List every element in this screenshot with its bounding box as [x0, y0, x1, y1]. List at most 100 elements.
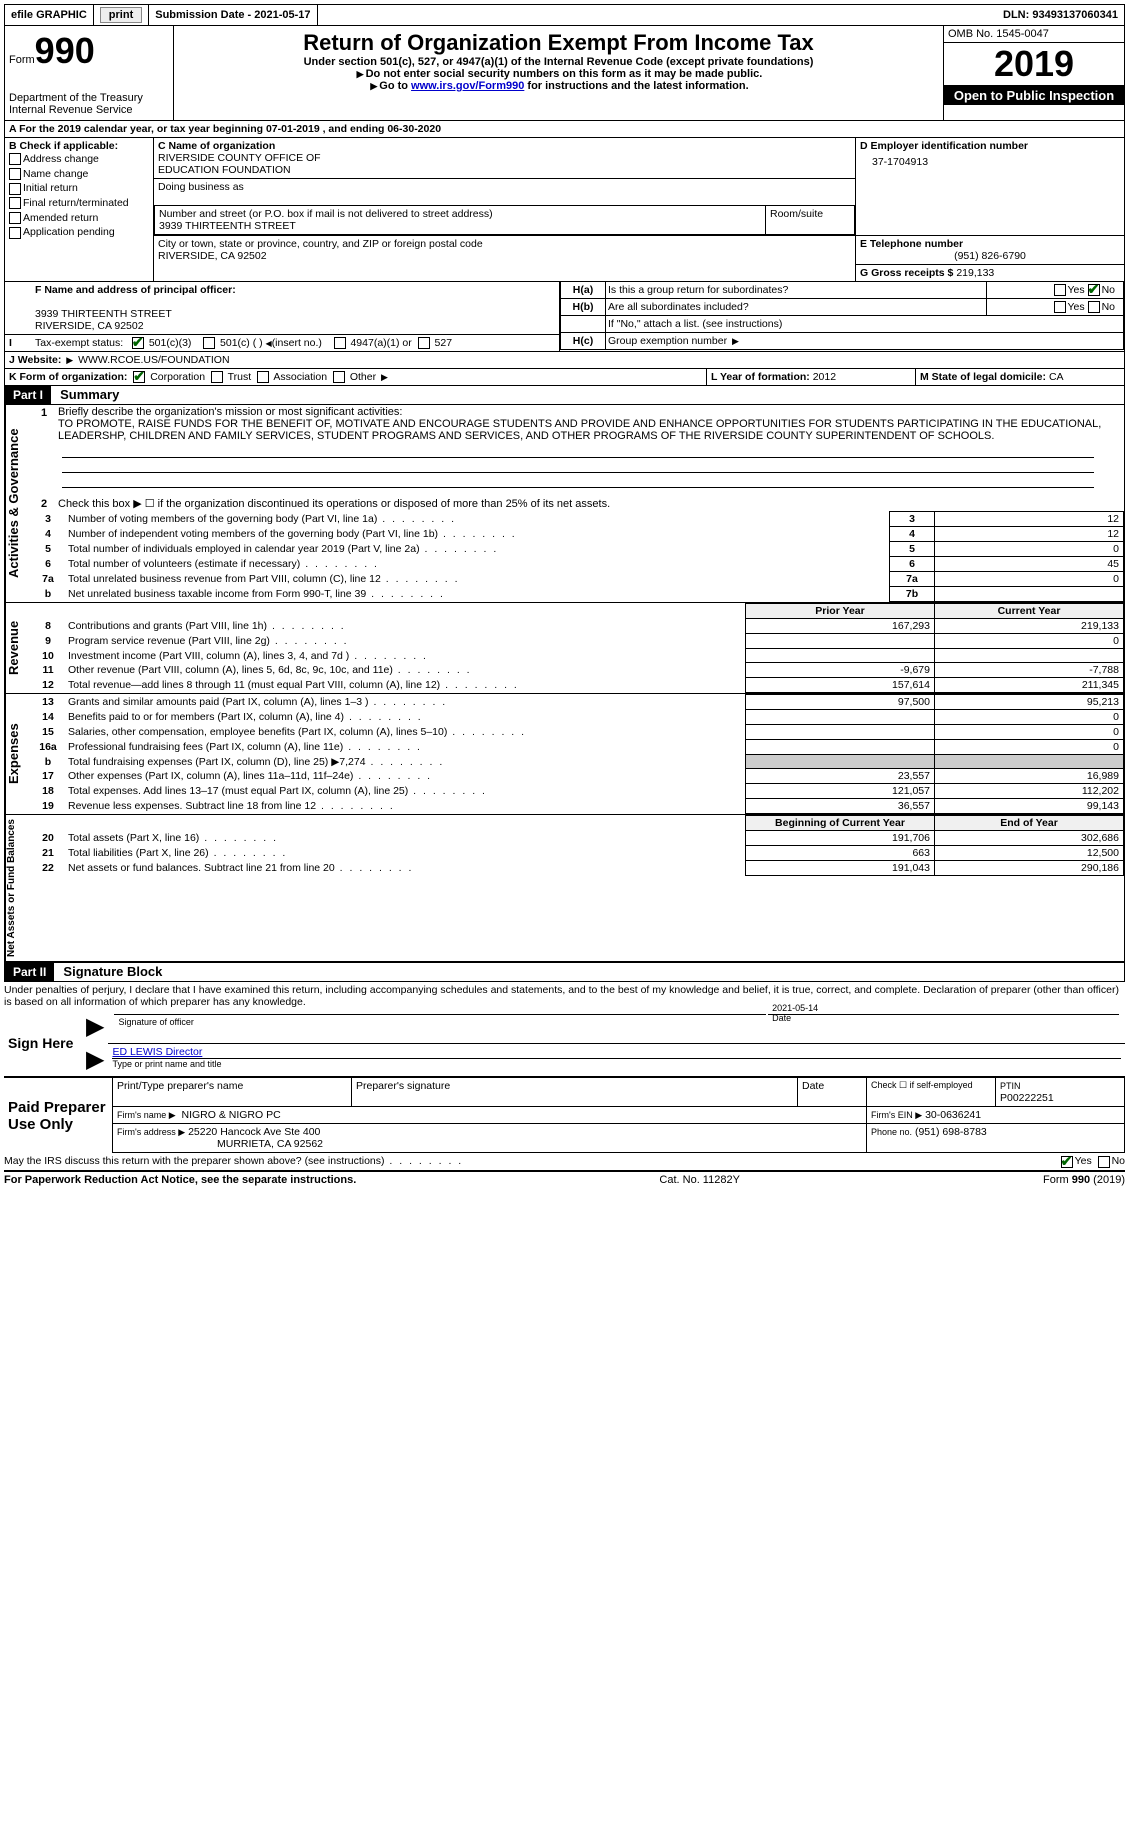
form-cell: Form990 Department of the Treasury Inter… — [5, 26, 174, 121]
gov-table: 3 Number of voting members of the govern… — [32, 511, 1124, 602]
cb-501c3[interactable] — [132, 337, 144, 349]
cb-initial-return[interactable]: Initial return — [9, 181, 149, 196]
cb-address-change[interactable]: Address change — [9, 152, 149, 167]
footer-left: For Paperwork Reduction Act Notice, see … — [4, 1174, 356, 1186]
line-10-current — [935, 649, 1124, 663]
discuss-yes[interactable] — [1061, 1156, 1073, 1168]
box-g: G Gross receipts $ 219,133 — [856, 265, 1125, 282]
line-4-desc: Number of independent voting members of … — [64, 527, 890, 542]
part2-title: Signature Block — [57, 964, 162, 979]
cb-final-return[interactable]: Final return/terminated — [9, 196, 149, 211]
sign-here-table: Sign Here ▶ Signature of officer2021-05-… — [4, 1010, 1125, 1076]
line-6-num: 6 — [32, 557, 64, 572]
part2-header: Part II — [5, 963, 54, 981]
ein-value: 37-1704913 — [860, 152, 1120, 172]
prep-date-label: Date — [798, 1077, 867, 1107]
vert-governance: Activities & Governance — [5, 405, 32, 602]
hb-yes[interactable] — [1054, 301, 1066, 313]
ha-text: Is this a group return for subordinates? — [606, 282, 987, 299]
line-1: Briefly describe the organization's miss… — [56, 405, 1124, 443]
box-d-label: D Employer identification number — [860, 140, 1028, 152]
cb-527[interactable] — [418, 337, 430, 349]
cb-application-pending[interactable]: Application pending — [9, 225, 149, 240]
vert-netassets: Net Assets or Fund Balances — [5, 815, 32, 961]
cb-501c[interactable] — [203, 337, 215, 349]
te-i: I — [5, 335, 32, 352]
box-b-items: Address change Name change Initial retur… — [9, 152, 149, 240]
line-9-desc: Program service revenue (Part VIII, line… — [64, 634, 746, 649]
line-7a-num: 7a — [32, 572, 64, 587]
print-button-cell: print — [94, 5, 149, 25]
line-8-num: 8 — [32, 619, 64, 634]
part1-header: Part I — [5, 386, 51, 404]
box-k-label: K Form of organization: — [9, 371, 127, 383]
line-2: Check this box ▶ ☐ if the organization d… — [56, 496, 1124, 511]
discuss-no[interactable] — [1098, 1156, 1110, 1168]
vert-revenue: Revenue — [5, 603, 32, 693]
line-5-desc: Total number of individuals employed in … — [64, 542, 890, 557]
cb-corp[interactable] — [133, 371, 145, 383]
officer-addr1: 3939 THIRTEENTH STREET — [35, 308, 172, 320]
line-20-num: 20 — [32, 831, 64, 846]
cb-other[interactable] — [333, 371, 345, 383]
line-7a-box: 7a — [890, 572, 935, 587]
fh-table: F Name and address of principal officer:… — [4, 282, 1125, 352]
mission-text: TO PROMOTE, RAISE FUNDS FOR THE BENEFIT … — [58, 418, 1101, 442]
line-15-prior — [746, 725, 935, 740]
line-14-prior — [746, 710, 935, 725]
line-5-val: 0 — [935, 542, 1124, 557]
tax-period: A For the 2019 calendar year, or tax yea… — [4, 121, 1125, 138]
line-b-num: b — [32, 755, 64, 769]
city-value: RIVERSIDE, CA 92502 — [158, 250, 267, 262]
line-18-prior: 121,057 — [746, 784, 935, 799]
line-18-current: 112,202 — [935, 784, 1124, 799]
print-button[interactable]: print — [100, 7, 142, 23]
box-e: E Telephone number (951) 826-6790 — [856, 236, 1125, 265]
line-6-desc: Total number of volunteers (estimate if … — [64, 557, 890, 572]
cb-amended-return[interactable]: Amended return — [9, 211, 149, 226]
ptin-cell: PTINP00222251 — [996, 1077, 1125, 1107]
sign-here-label: Sign Here — [4, 1010, 82, 1076]
line-4-val: 12 — [935, 527, 1124, 542]
box-g-label: G Gross receipts $ — [860, 267, 953, 279]
line-13-prior: 97,500 — [746, 695, 935, 710]
sign-arrow-1: ▶ — [82, 1010, 108, 1043]
form-number: 990 — [35, 30, 95, 71]
line-22-num: 22 — [32, 861, 64, 876]
line-14-current: 0 — [935, 710, 1124, 725]
cb-name-change[interactable]: Name change — [9, 167, 149, 182]
org-name: RIVERSIDE COUNTY OFFICE OF EDUCATION FOU… — [158, 152, 321, 176]
line-5-num: 5 — [32, 542, 64, 557]
firm-phone-cell: Phone no. (951) 698-8783 — [867, 1124, 1125, 1153]
line-3-desc: Number of voting members of the governin… — [64, 512, 890, 527]
line-14-num: 14 — [32, 710, 64, 725]
phone-value: (951) 826-6790 — [860, 250, 1120, 262]
box-j-label: J Website: — [9, 354, 61, 366]
box-k: K Form of organization: Corporation Trus… — [5, 369, 707, 386]
cb-4947[interactable] — [334, 337, 346, 349]
line-16a-current: 0 — [935, 740, 1124, 755]
cb-trust[interactable] — [211, 371, 223, 383]
line-21-desc: Total liabilities (Part X, line 26) — [64, 846, 746, 861]
box-c-label: C Name of organization — [158, 140, 275, 152]
officer-name-link[interactable]: ED LEWIS Director — [112, 1046, 202, 1058]
net-table: Beginning of Current YearEnd of Year 20 … — [32, 815, 1124, 876]
line-17-num: 17 — [32, 769, 64, 784]
ha-no[interactable] — [1088, 284, 1100, 296]
line-1-num: 1 — [32, 405, 56, 443]
line-10-prior — [746, 649, 935, 663]
box-l: L Year of formation: 2012 — [707, 369, 916, 386]
box-e-label: E Telephone number — [860, 238, 963, 250]
line-14-desc: Benefits paid to or for members (Part IX… — [64, 710, 746, 725]
blank-line-2 — [62, 458, 1094, 473]
ha-yes[interactable] — [1054, 284, 1066, 296]
line-13-desc: Grants and similar amounts paid (Part IX… — [64, 695, 746, 710]
form-prefix: Form — [9, 54, 35, 66]
hb-no[interactable] — [1088, 301, 1100, 313]
line-15-desc: Salaries, other compensation, employee b… — [64, 725, 746, 740]
cb-assoc[interactable] — [257, 371, 269, 383]
irs-link[interactable]: www.irs.gov/Form990 — [411, 80, 524, 92]
line-17-current: 16,989 — [935, 769, 1124, 784]
box-f-label: F Name and address of principal officer: — [35, 284, 236, 296]
line-9-current: 0 — [935, 634, 1124, 649]
